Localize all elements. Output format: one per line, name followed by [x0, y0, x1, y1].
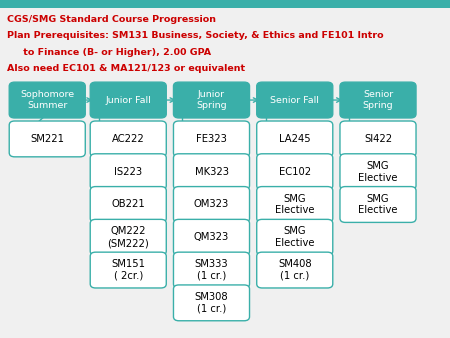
- FancyBboxPatch shape: [340, 82, 416, 118]
- Text: QM222
(SM222): QM222 (SM222): [108, 226, 149, 248]
- FancyBboxPatch shape: [90, 154, 166, 190]
- FancyBboxPatch shape: [90, 252, 166, 288]
- Text: SMG
Elective: SMG Elective: [275, 194, 315, 215]
- Text: SMG
Elective: SMG Elective: [275, 226, 315, 248]
- Text: to Finance (B- or Higher), 2.00 GPA: to Finance (B- or Higher), 2.00 GPA: [7, 48, 211, 57]
- Text: SM308
(1 cr.): SM308 (1 cr.): [195, 292, 228, 314]
- Text: Junior
Spring: Junior Spring: [196, 90, 227, 110]
- FancyBboxPatch shape: [90, 187, 166, 222]
- FancyBboxPatch shape: [256, 219, 333, 255]
- Text: Plan Prerequisites: SM131 Business, Society, & Ethics and FE101 Intro: Plan Prerequisites: SM131 Business, Soci…: [7, 31, 383, 41]
- Text: SM408
(1 cr.): SM408 (1 cr.): [278, 259, 311, 281]
- Text: SI422: SI422: [364, 134, 392, 144]
- FancyBboxPatch shape: [173, 154, 249, 190]
- Text: SM333
(1 cr.): SM333 (1 cr.): [195, 259, 228, 281]
- FancyBboxPatch shape: [173, 219, 249, 255]
- FancyBboxPatch shape: [256, 82, 333, 118]
- FancyBboxPatch shape: [90, 219, 166, 255]
- FancyBboxPatch shape: [173, 252, 249, 288]
- FancyBboxPatch shape: [256, 154, 333, 190]
- FancyBboxPatch shape: [256, 187, 333, 222]
- FancyBboxPatch shape: [9, 121, 85, 157]
- Text: OM323: OM323: [194, 199, 229, 210]
- Text: QM323: QM323: [194, 232, 229, 242]
- Text: Junior Fall: Junior Fall: [105, 96, 151, 104]
- Text: SMG
Elective: SMG Elective: [358, 194, 398, 215]
- FancyBboxPatch shape: [173, 82, 249, 118]
- Text: Sophomore
Summer: Sophomore Summer: [20, 90, 74, 110]
- Text: Senior
Spring: Senior Spring: [363, 90, 393, 110]
- Text: Also need EC101 & MA121/123 or equivalent: Also need EC101 & MA121/123 or equivalen…: [7, 64, 245, 73]
- Text: EC102: EC102: [279, 167, 311, 177]
- FancyBboxPatch shape: [9, 82, 85, 118]
- FancyBboxPatch shape: [173, 121, 249, 157]
- FancyBboxPatch shape: [173, 187, 249, 222]
- Text: CGS/SMG Standard Course Progression: CGS/SMG Standard Course Progression: [7, 15, 216, 24]
- Text: FE323: FE323: [196, 134, 227, 144]
- Text: LA245: LA245: [279, 134, 310, 144]
- FancyBboxPatch shape: [256, 252, 333, 288]
- Text: AC222: AC222: [112, 134, 144, 144]
- FancyBboxPatch shape: [340, 154, 416, 190]
- FancyBboxPatch shape: [90, 82, 166, 118]
- Text: IS223: IS223: [114, 167, 142, 177]
- Text: OB221: OB221: [112, 199, 145, 210]
- FancyBboxPatch shape: [340, 121, 416, 157]
- Text: SM221: SM221: [30, 134, 64, 144]
- FancyBboxPatch shape: [90, 121, 166, 157]
- Text: SM151
( 2cr.): SM151 ( 2cr.): [111, 259, 145, 281]
- Text: MK323: MK323: [194, 167, 229, 177]
- FancyBboxPatch shape: [256, 121, 333, 157]
- FancyBboxPatch shape: [340, 187, 416, 222]
- Text: SMG
Elective: SMG Elective: [358, 161, 398, 183]
- FancyBboxPatch shape: [173, 285, 249, 321]
- Text: Senior Fall: Senior Fall: [270, 96, 319, 104]
- Bar: [0, 0, 450, 8]
